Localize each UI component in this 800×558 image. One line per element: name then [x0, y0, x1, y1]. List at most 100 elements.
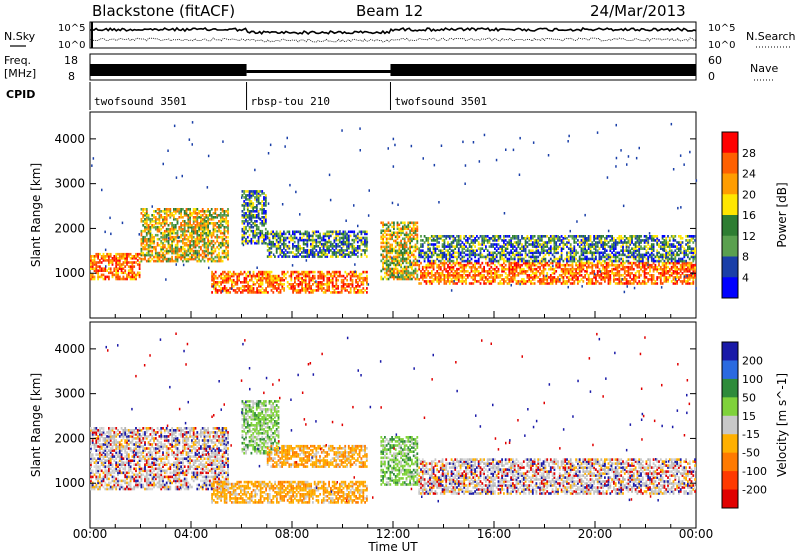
heatmap-cell — [366, 275, 368, 278]
heatmap-cell — [168, 208, 170, 211]
heatmap-cell — [169, 258, 171, 261]
heatmap-cell — [160, 254, 162, 257]
heatmap-cell — [413, 250, 415, 253]
heatmap-cell — [395, 276, 397, 279]
heatmap-cell — [350, 251, 352, 254]
heatmap-cell — [195, 224, 197, 227]
heatmap-cell — [288, 237, 290, 240]
heatmap-cell — [251, 190, 253, 193]
heatmap-cell — [157, 208, 159, 211]
heatmap-cell — [233, 289, 235, 292]
heatmap-cell — [416, 234, 418, 237]
heatmap-cell — [153, 210, 155, 213]
heatmap-cell — [357, 233, 359, 236]
heatmap-cell — [319, 255, 321, 258]
heatmap-cell — [160, 210, 162, 213]
heatmap-cell — [216, 246, 218, 249]
heatmap-cell — [514, 245, 516, 248]
heatmap-cell — [240, 281, 242, 284]
heatmap-cell — [458, 262, 460, 265]
heatmap-cell — [463, 252, 465, 255]
heatmap-cell — [460, 258, 462, 261]
heatmap-cell — [285, 277, 287, 280]
heatmap-cell — [490, 266, 492, 269]
heatmap-cell — [505, 276, 507, 279]
heatmap-cell — [211, 246, 213, 249]
heatmap-cell — [406, 242, 408, 245]
heatmap-cell — [186, 238, 188, 241]
heatmap-cell — [265, 194, 267, 197]
heatmap-cell — [420, 282, 422, 285]
heatmap-cell — [557, 276, 559, 279]
heatmap-cell — [575, 241, 577, 244]
heatmap-cell — [357, 255, 359, 258]
heatmap-cell — [224, 285, 226, 288]
heatmap-cell — [552, 260, 554, 263]
heatmap-cell — [209, 210, 211, 213]
heatmap-cell — [253, 281, 255, 284]
heatmap-cell — [620, 249, 622, 252]
heatmap-cell — [240, 287, 242, 290]
heatmap-cell — [655, 280, 657, 283]
heatmap-cell — [267, 243, 269, 246]
heatmap-cell — [472, 249, 474, 252]
heatmap-cell — [525, 260, 527, 263]
heatmap-cell — [328, 231, 330, 234]
heatmap-cell — [287, 285, 289, 288]
heatmap-cell — [233, 285, 235, 288]
heatmap-cell — [260, 208, 262, 211]
heatmap-cell — [593, 252, 595, 255]
heatmap-cell — [220, 281, 222, 284]
heatmap-cell — [104, 255, 106, 258]
heatmap-cell — [494, 235, 496, 238]
heatmap-cell — [386, 228, 388, 231]
heatmap-cell — [613, 260, 615, 263]
heatmap-cell — [507, 252, 509, 255]
heatmap-cell — [631, 272, 633, 275]
heatmap-cell — [499, 264, 501, 267]
heatmap-cell — [550, 262, 552, 265]
heatmap-cell — [247, 220, 249, 223]
heatmap-cell — [561, 268, 563, 271]
heatmap-cell — [209, 252, 211, 255]
heatmap-cell — [160, 214, 162, 217]
heatmap-cell — [281, 277, 283, 280]
heatmap-cell — [451, 260, 453, 263]
heatmap-cell — [204, 238, 206, 241]
heatmap-cell — [242, 210, 244, 213]
heatmap-cell — [555, 235, 557, 238]
heatmap-cell — [292, 251, 294, 254]
heatmap-cell — [207, 208, 209, 211]
heatmap-cell — [97, 265, 99, 268]
heatmap-cell — [415, 262, 417, 265]
heatmap-cell — [112, 257, 114, 260]
heatmap-cell — [312, 271, 314, 274]
heatmap-cell — [350, 271, 352, 274]
heatmap-cell — [330, 255, 332, 258]
heatmap-cell — [214, 228, 216, 231]
heatmap-cell — [276, 275, 278, 278]
heatmap-cell — [209, 230, 211, 233]
heatmap-cell — [142, 220, 144, 223]
heatmap-cell — [137, 253, 139, 256]
heatmap-cell — [386, 278, 388, 281]
heatmap-cell — [638, 235, 640, 238]
heatmap-cell — [159, 238, 161, 241]
heatmap-cell — [162, 232, 164, 235]
heatmap-cell — [142, 214, 144, 217]
heatmap-cell — [584, 262, 586, 265]
heatmap-cell — [465, 270, 467, 273]
heatmap-cell — [604, 237, 606, 240]
heatmap-cell — [130, 265, 132, 268]
heatmap-cell — [310, 249, 312, 252]
heatmap-cell — [485, 282, 487, 285]
heatmap-cell — [637, 249, 639, 252]
heatmap-cell — [236, 287, 238, 290]
heatmap-cell — [527, 270, 529, 273]
heatmap-cell — [108, 253, 110, 256]
heatmap-cell — [251, 238, 253, 241]
heatmap-cell — [135, 261, 137, 264]
heatmap-cell — [552, 235, 554, 238]
heatmap-cell — [577, 264, 579, 267]
